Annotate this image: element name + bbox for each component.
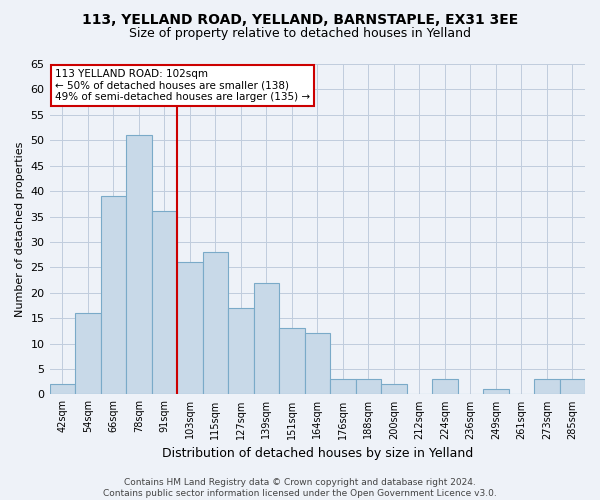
- Bar: [152, 212, 177, 394]
- Bar: [203, 252, 228, 394]
- X-axis label: Distribution of detached houses by size in Yelland: Distribution of detached houses by size …: [161, 447, 473, 460]
- Bar: [432, 379, 458, 394]
- Bar: [177, 262, 203, 394]
- Bar: [126, 135, 152, 394]
- Bar: [50, 384, 75, 394]
- Bar: [560, 379, 585, 394]
- Bar: [228, 308, 254, 394]
- Text: Size of property relative to detached houses in Yelland: Size of property relative to detached ho…: [129, 28, 471, 40]
- Bar: [279, 328, 305, 394]
- Bar: [534, 379, 560, 394]
- Bar: [75, 313, 101, 394]
- Text: 113, YELLAND ROAD, YELLAND, BARNSTAPLE, EX31 3EE: 113, YELLAND ROAD, YELLAND, BARNSTAPLE, …: [82, 12, 518, 26]
- Text: 113 YELLAND ROAD: 102sqm
← 50% of detached houses are smaller (138)
49% of semi-: 113 YELLAND ROAD: 102sqm ← 50% of detach…: [55, 69, 310, 102]
- Bar: [483, 390, 509, 394]
- Bar: [356, 379, 381, 394]
- Bar: [254, 282, 279, 395]
- Bar: [381, 384, 407, 394]
- Bar: [330, 379, 356, 394]
- Text: Contains HM Land Registry data © Crown copyright and database right 2024.
Contai: Contains HM Land Registry data © Crown c…: [103, 478, 497, 498]
- Y-axis label: Number of detached properties: Number of detached properties: [15, 142, 25, 317]
- Bar: [305, 334, 330, 394]
- Bar: [101, 196, 126, 394]
